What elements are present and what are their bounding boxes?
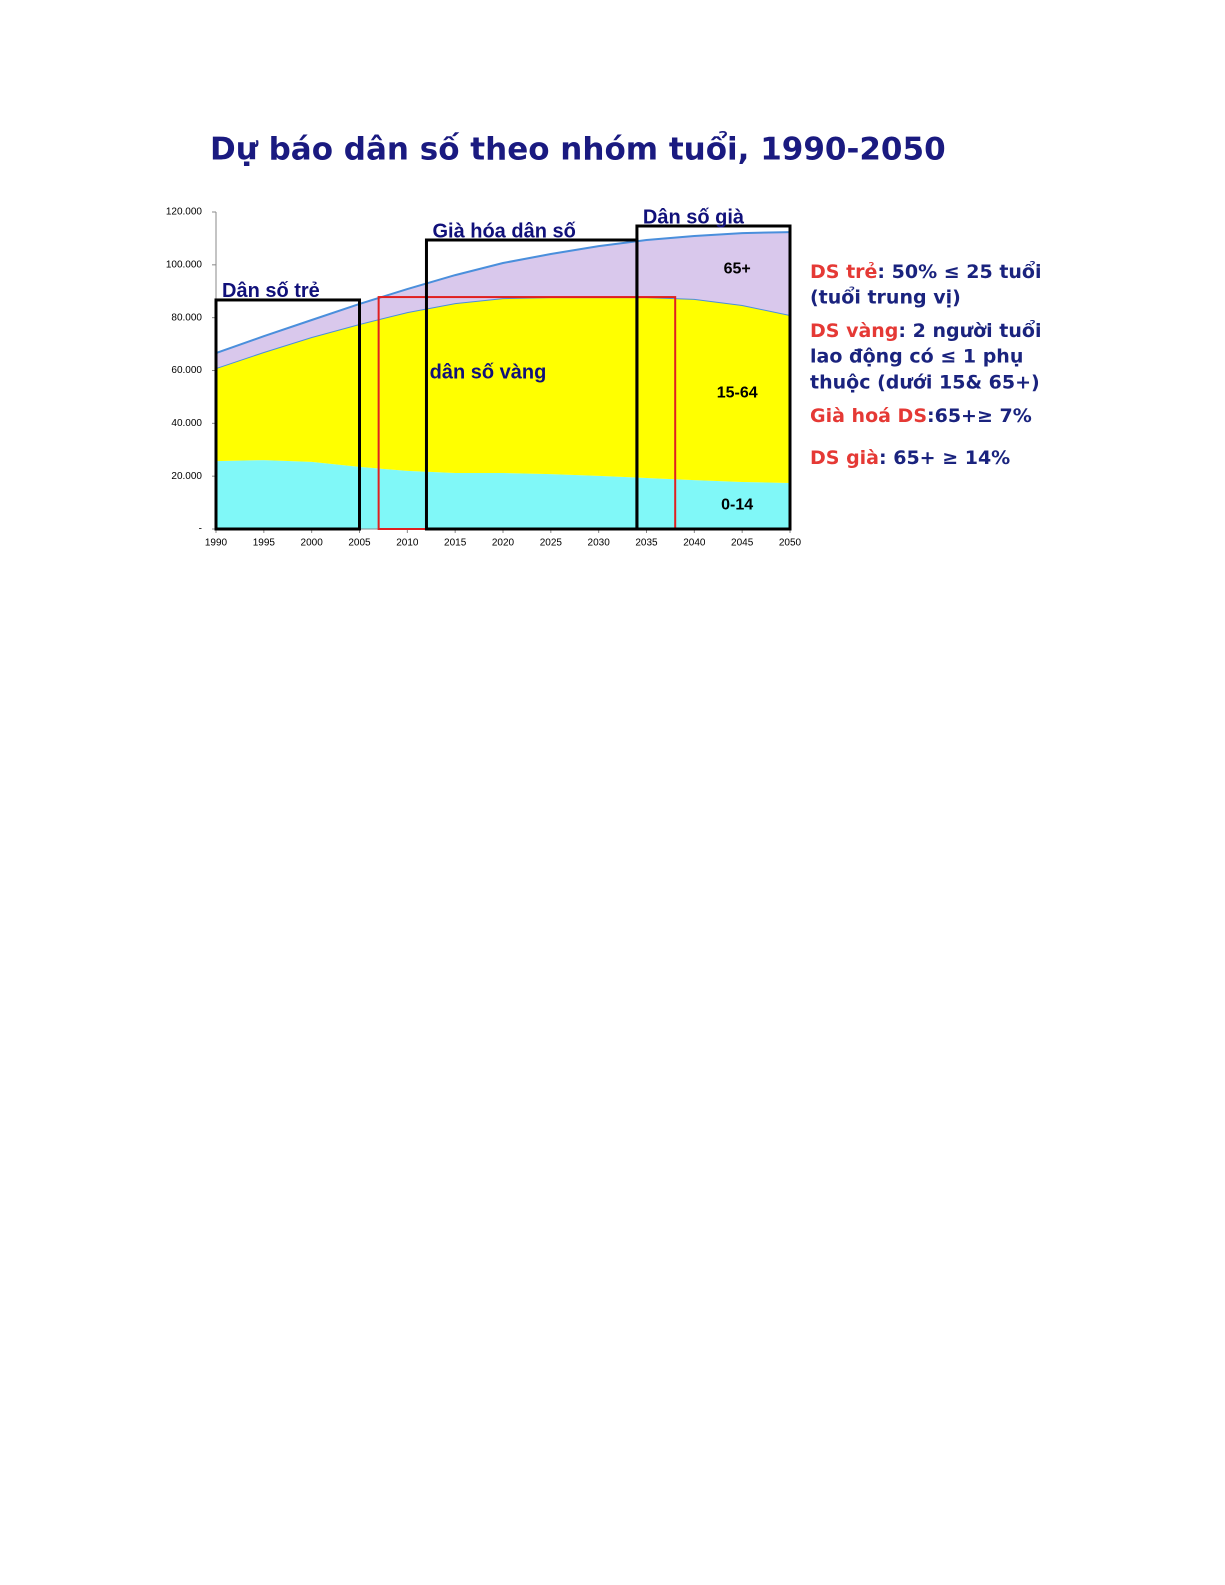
y-tick-label: 60.000 <box>171 365 202 376</box>
annotation-label: dân số vàng <box>430 361 547 383</box>
note-text: :65+≥ 7% <box>927 405 1032 427</box>
x-tick-label: 2025 <box>540 538 563 549</box>
x-tick-label: 2005 <box>348 538 371 549</box>
chart-title: Dự báo dân số theo nhóm tuổi, 1990-2050 <box>210 132 946 168</box>
x-tick-label: 2040 <box>683 538 706 549</box>
x-tick-label: 1995 <box>253 538 276 549</box>
note-text: thuộc (dưới 15& 65+) <box>810 372 1040 394</box>
series-label: 15-64 <box>717 385 758 402</box>
note: DS trẻ: 50% ≤ 25 tuổi <box>810 260 1042 283</box>
note-term: DS vàng <box>810 320 898 342</box>
x-tick-label: 2030 <box>588 538 611 549</box>
y-tick-label: 80.000 <box>171 312 202 323</box>
area-border <box>215 231 791 355</box>
annotation-box <box>214 298 361 531</box>
annotation-label: Dân số trẻ <box>222 280 320 302</box>
note-text: : 65+ ≥ 14% <box>879 447 1010 469</box>
x-tick-label: 2020 <box>492 538 515 549</box>
note-term: DS trẻ <box>810 261 877 283</box>
x-tick-label: 2000 <box>301 538 324 549</box>
y-tick-label: 120.000 <box>166 207 203 218</box>
x-tick-label: 1990 <box>205 538 228 549</box>
note: DS già: 65+ ≥ 14% <box>810 447 1010 469</box>
y-tick-label: 100.000 <box>166 259 203 270</box>
area <box>216 232 790 369</box>
note-term: Già hoá DS <box>810 405 927 427</box>
note-term: DS già <box>810 447 879 469</box>
x-tick-label: 2045 <box>731 538 754 549</box>
note: DS vàng: 2 người tuổi <box>810 319 1041 342</box>
y-tick-label: 40.000 <box>171 418 202 429</box>
note-text: : 50% ≤ 25 tuổi <box>877 260 1041 283</box>
annotation-label: Dân số già <box>643 206 745 228</box>
y-tick-label: 20.000 <box>171 471 202 482</box>
x-tick-label: 2015 <box>444 538 467 549</box>
note-text: : 2 người tuổi <box>898 319 1041 342</box>
x-tick-label: 2050 <box>779 538 802 549</box>
annotation-label: Già hóa dân số <box>432 220 575 242</box>
series-label: 0-14 <box>721 497 753 514</box>
note: Già hoá DS:65+≥ 7% <box>810 405 1032 427</box>
y-tick-label: - <box>199 524 202 535</box>
annotation-box <box>635 224 792 531</box>
series-label: 65+ <box>724 260 751 277</box>
x-tick-label: 2010 <box>396 538 419 549</box>
x-tick-label: 2035 <box>635 538 658 549</box>
note-text: (tuổi trung vị) <box>810 286 961 309</box>
note-text: lao động có ≤ 1 phụ <box>810 346 1023 368</box>
